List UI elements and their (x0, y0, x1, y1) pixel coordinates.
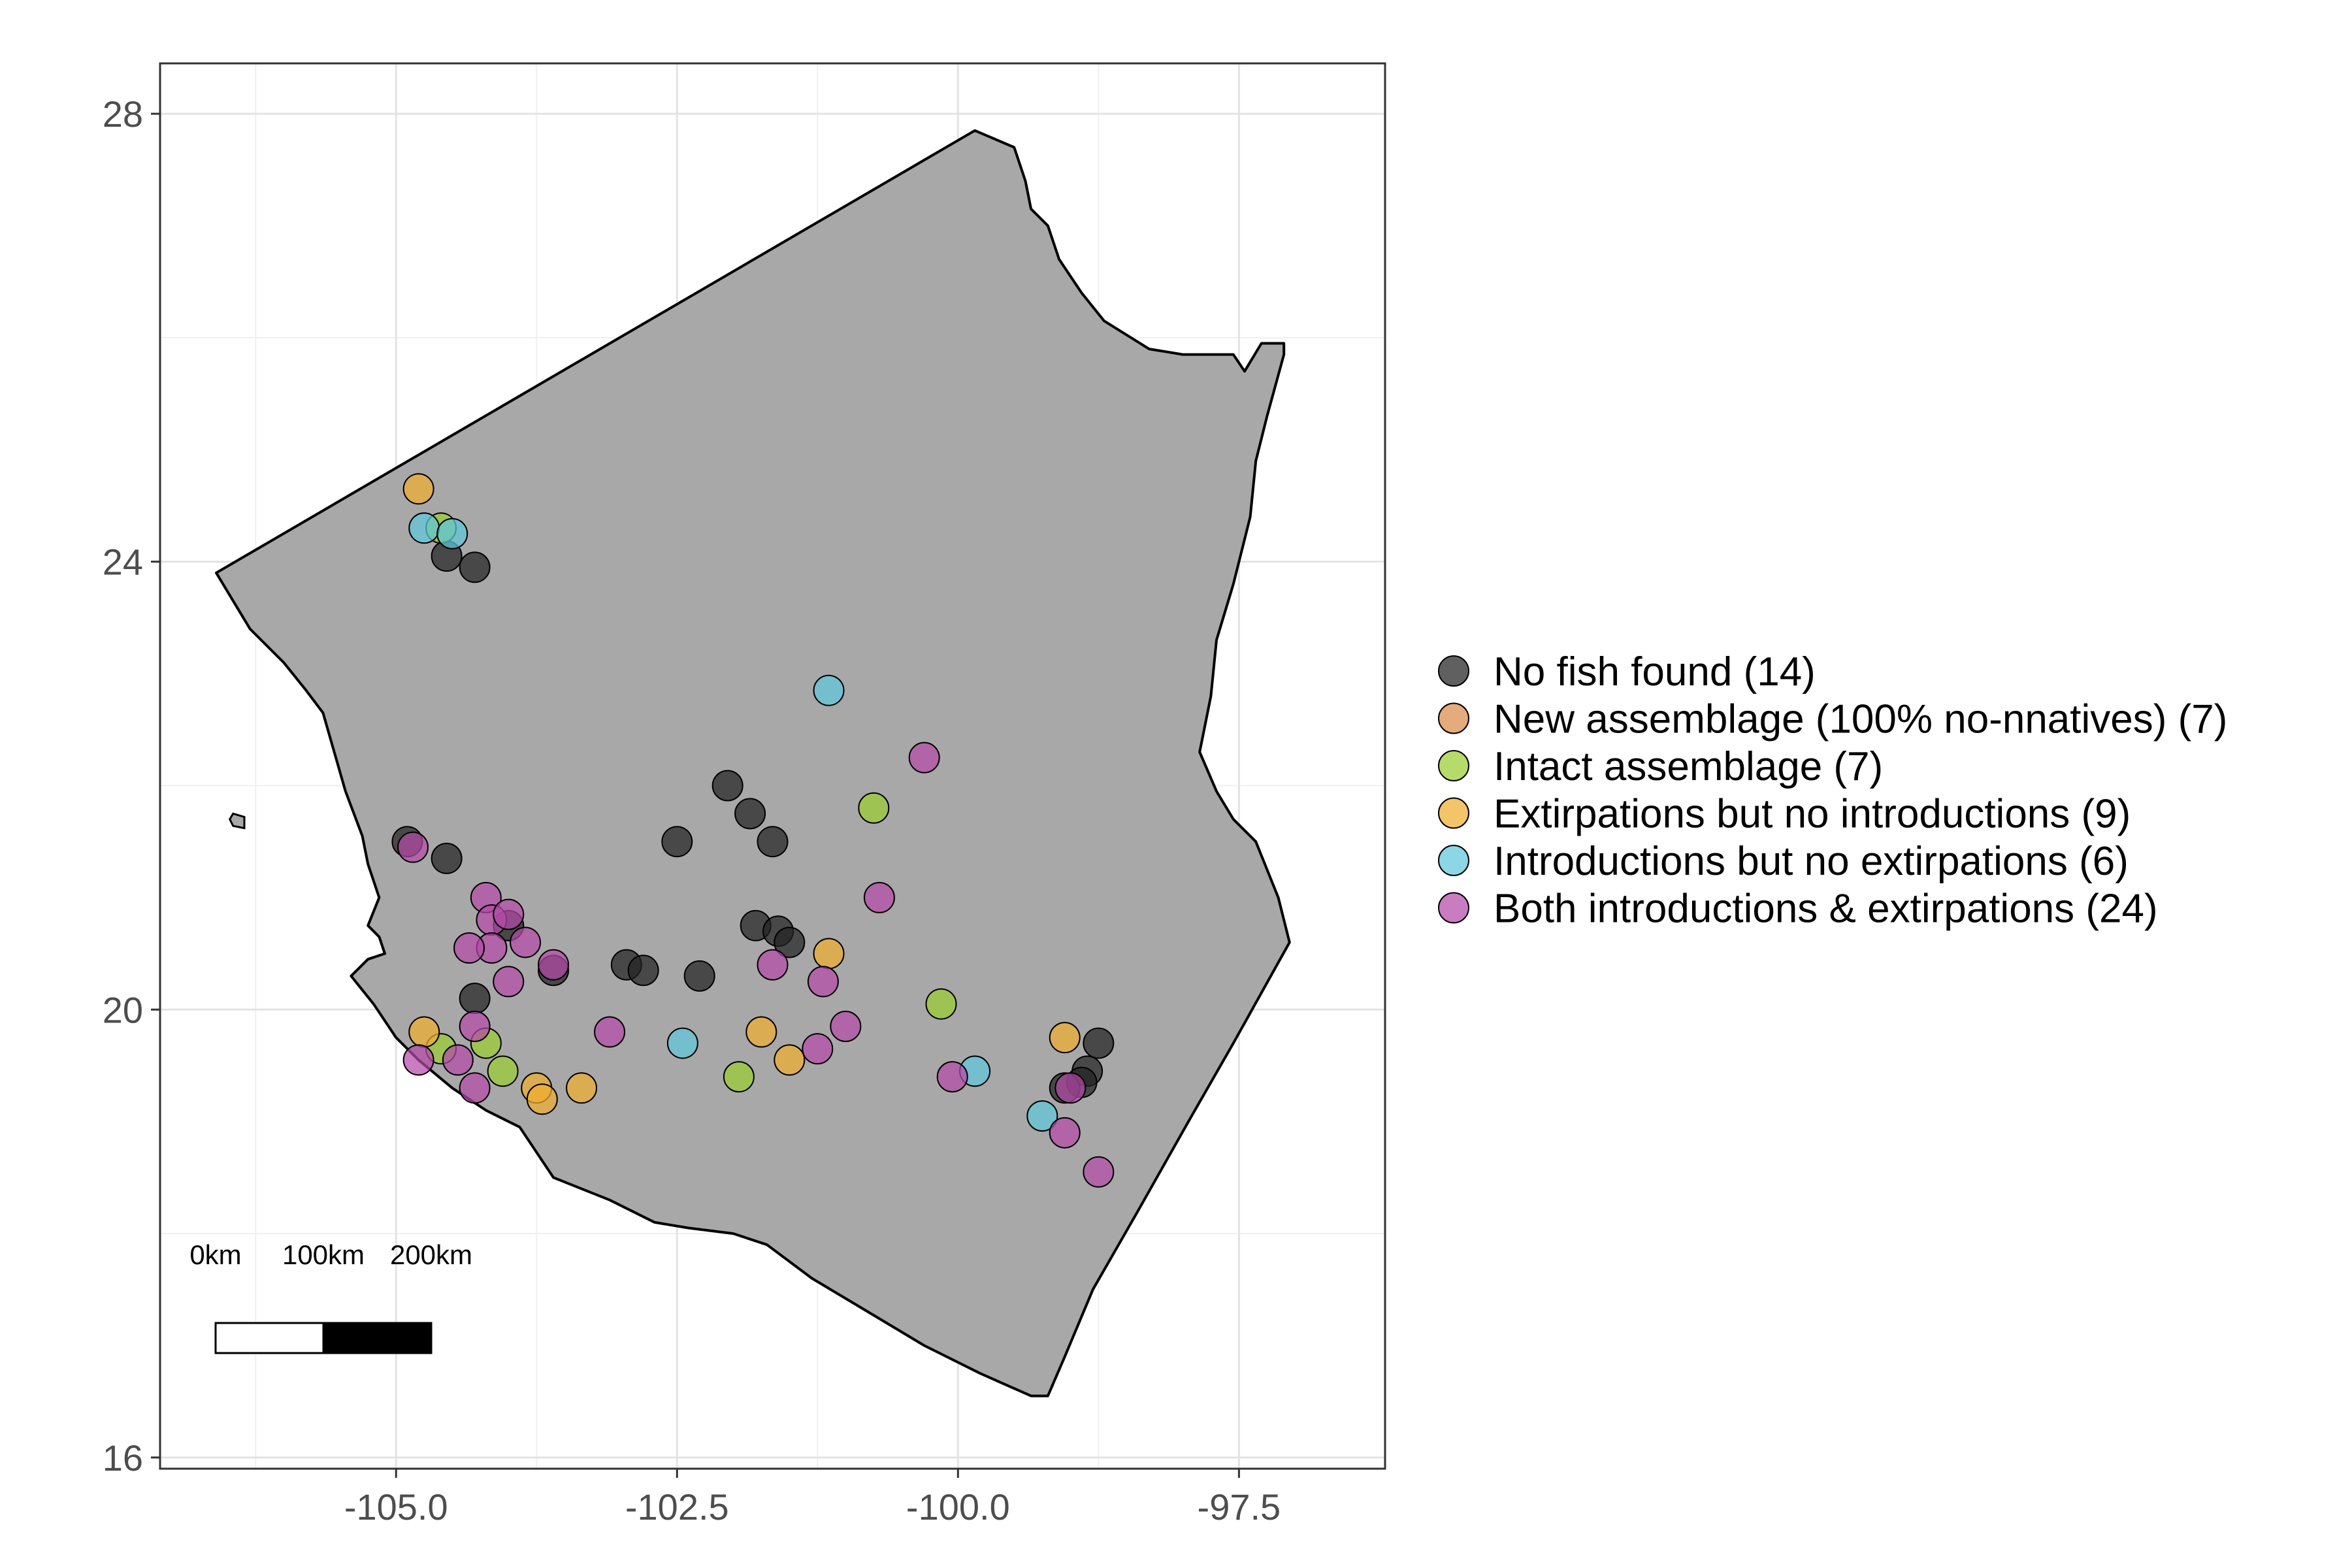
legend-item[interactable]: Extirpations but no introductions (9) (1438, 792, 2131, 837)
legend-label: Both introductions & extirpations (24) (1494, 887, 2158, 932)
data-point (908, 742, 940, 774)
data-point (774, 1044, 806, 1076)
axes: -105.0 -102.5 -100.0 -97.5 16 20 24 28 (103, 93, 1281, 1527)
data-point (1054, 1072, 1086, 1104)
data-point (745, 1016, 777, 1048)
data-point (459, 1010, 491, 1042)
data-point (627, 955, 659, 987)
data-point (436, 517, 468, 549)
legend-key (1438, 655, 1469, 687)
legend-item[interactable]: New assemblage (100% no-nnatives) (7) (1438, 697, 2227, 742)
data-point (1049, 1117, 1081, 1149)
data-point (402, 473, 434, 505)
data-point (802, 1033, 834, 1065)
data-point (431, 842, 463, 874)
data-point (936, 1061, 968, 1093)
legend-key (1438, 702, 1469, 734)
data-point (408, 512, 440, 544)
data-point (661, 826, 693, 858)
data-point (408, 1016, 440, 1048)
legend-label: New assemblage (100% no-nnatives) (7) (1494, 697, 2227, 742)
data-point (459, 983, 491, 1015)
island-polygon (228, 812, 246, 830)
legend-label: Introductions but no extirpations (6) (1494, 839, 2129, 884)
legend[interactable]: No fish found (14)New assemblage (100% n… (1438, 649, 2227, 932)
x-tick-label: -100.0 (906, 1486, 1010, 1527)
legend-label: Intact assemblage (7) (1494, 744, 1883, 789)
data-point (538, 949, 570, 981)
scale-bar-label: 200km (390, 1239, 472, 1270)
data-point (813, 674, 845, 706)
legend-item[interactable]: Intact assemblage (7) (1438, 744, 1883, 789)
data-point (858, 792, 890, 824)
legend-item[interactable]: Both introductions & extirpations (24) (1438, 887, 2158, 932)
data-point (813, 938, 845, 970)
scale-bar: 0km 100km 200km (189, 1239, 472, 1354)
y-tick-label: 20 (103, 989, 143, 1030)
data-point (807, 966, 839, 998)
legend-item[interactable]: Introductions but no extirpations (6) (1438, 839, 2129, 884)
panel-border (159, 62, 1386, 1470)
data-point (493, 898, 525, 930)
data-point (453, 932, 485, 964)
data-point (757, 826, 789, 858)
x-tick-label: -97.5 (1198, 1486, 1281, 1527)
x-tick-label: -102.5 (625, 1486, 729, 1527)
data-point (442, 1044, 474, 1076)
data-point (723, 1061, 755, 1093)
data-point (459, 551, 491, 583)
data-point (594, 1016, 626, 1048)
legend-key (1438, 892, 1469, 924)
data-point (683, 960, 715, 992)
data-point (757, 949, 789, 981)
y-tick-label: 28 (103, 93, 143, 135)
data-point (863, 881, 895, 913)
data-point (510, 926, 542, 958)
data-point (1083, 1156, 1115, 1188)
x-tick-label: -105.0 (344, 1486, 448, 1527)
legend-label: Extirpations but no introductions (9) (1494, 792, 2131, 837)
scale-bar-label: 100km (282, 1239, 365, 1270)
scale-bar-black-segment (322, 1322, 433, 1354)
data-point (566, 1072, 598, 1104)
legend-key (1438, 797, 1469, 829)
panel-frame (159, 62, 1386, 1470)
y-tick-label: 16 (103, 1437, 143, 1478)
scale-bar-white-segment (214, 1322, 325, 1354)
scale-bar-label: 0km (189, 1239, 241, 1270)
data-point (1083, 1027, 1115, 1059)
legend-item[interactable]: No fish found (14) (1438, 649, 1816, 694)
legend-key (1438, 845, 1469, 876)
data-point (734, 798, 766, 830)
data-point (711, 770, 743, 802)
data-point (1049, 1022, 1081, 1054)
legend-key (1438, 750, 1469, 781)
data-point (526, 1083, 558, 1115)
data-point (493, 966, 525, 998)
y-tick-label: 24 (103, 542, 143, 583)
data-point (397, 831, 429, 863)
data-point (830, 1010, 862, 1042)
legend-label: No fish found (14) (1494, 649, 1816, 694)
data-point (402, 1044, 434, 1076)
data-point (1026, 1100, 1058, 1132)
data-point (487, 1055, 519, 1087)
data-points (391, 473, 1115, 1188)
data-point (459, 1072, 491, 1104)
data-point (925, 988, 957, 1020)
data-point (774, 926, 806, 958)
data-point (666, 1027, 698, 1059)
